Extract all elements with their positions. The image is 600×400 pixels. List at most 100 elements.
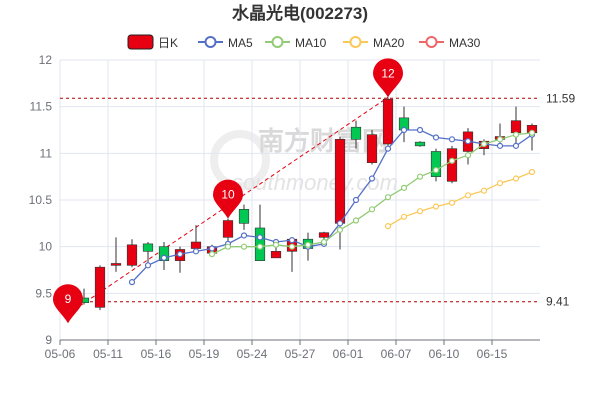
x-tick-label: 06-07	[381, 347, 412, 361]
reference-label: 11.59	[546, 91, 575, 105]
legend-label: 日K	[158, 36, 178, 50]
x-tick-label: 06-01	[333, 347, 364, 361]
trend-line	[67, 96, 389, 315]
candle	[270, 246, 282, 259]
ma5-point	[432, 134, 440, 141]
ma5-point	[208, 245, 216, 252]
candle-body	[270, 251, 282, 259]
ma10-point	[304, 241, 312, 248]
candle	[398, 106, 410, 143]
pin-marker: 10	[213, 179, 243, 219]
candle	[366, 130, 378, 165]
candle-body	[446, 148, 458, 182]
candle	[126, 239, 138, 268]
ma10-point	[320, 238, 328, 246]
candle-body	[414, 141, 426, 147]
ma20-point	[416, 208, 424, 215]
ma10-point	[336, 226, 344, 233]
pin-label: 12	[381, 66, 395, 80]
y-tick-label: 11	[40, 146, 53, 160]
candle-body	[350, 126, 362, 140]
ma20-point	[432, 203, 440, 210]
ma5-point	[144, 262, 152, 269]
pin-marker: 12	[373, 58, 403, 98]
candle-body	[126, 244, 138, 266]
ma5-point	[176, 251, 184, 258]
x-tick-label: 06-10	[429, 347, 460, 361]
pin-label: 10	[221, 188, 235, 202]
candle-body	[366, 134, 378, 163]
legend-label: MA30	[449, 36, 481, 50]
ma10-point	[480, 140, 488, 148]
candle	[446, 145, 458, 184]
chart-title: 水晶光电(002273)	[232, 3, 368, 23]
candle-body	[94, 266, 106, 308]
ma20-point	[480, 187, 488, 194]
ma10-point	[528, 129, 536, 136]
x-tick-label: 06-15	[477, 347, 508, 361]
y-tick-label: 12	[39, 53, 53, 67]
candle-body	[318, 232, 330, 238]
candle	[142, 242, 154, 266]
x-tick-label: 05-06	[45, 347, 76, 361]
candle	[462, 128, 474, 165]
legend-marker	[349, 36, 362, 48]
ma5-point	[352, 196, 360, 204]
reference-lines: 11.59 9.41	[60, 91, 575, 309]
pin-shape	[373, 58, 403, 98]
candle-body	[430, 151, 442, 177]
candle-body	[510, 120, 522, 134]
legend-label: MA5	[228, 36, 253, 50]
ma5-point	[256, 234, 264, 241]
reference-label: 9.41	[546, 295, 570, 309]
candle-body	[238, 209, 250, 224]
x-tick-label: 05-11	[93, 347, 123, 361]
ma10-point	[288, 243, 296, 250]
legend-label: MA20	[373, 36, 405, 50]
ma20-line	[387, 171, 533, 227]
candle-body	[142, 243, 154, 252]
ma5-point	[160, 254, 168, 261]
legend-item-ma5[interactable]: MA5	[198, 36, 253, 50]
ma10-point	[256, 243, 264, 250]
candle	[318, 231, 330, 241]
candle	[174, 246, 186, 273]
ma5-point	[496, 142, 504, 149]
ma20-point	[448, 199, 456, 206]
ma5-point	[128, 279, 136, 286]
x-tick-label: 05-16	[141, 347, 172, 361]
ma5-point	[416, 126, 424, 134]
candle	[430, 148, 442, 182]
ma5-point	[192, 248, 200, 255]
ma5-point	[448, 136, 456, 143]
candle-body	[222, 220, 234, 238]
candle-body	[110, 263, 122, 266]
candle-body	[382, 98, 394, 145]
grid	[59, 59, 540, 341]
ma20-point	[384, 223, 392, 230]
ma10-point	[512, 131, 520, 138]
candle	[222, 218, 234, 242]
ma10-point	[384, 194, 392, 201]
ma10-point	[368, 206, 376, 213]
ma10-point	[400, 184, 408, 191]
x-axis: 05-06 05-11 05-16 05-19 05-24 05-27 06-01 06-07…	[45, 339, 540, 361]
ma10-point	[352, 217, 360, 224]
legend[interactable]: 日K MA5 MA10 MA20 MA30	[127, 34, 481, 50]
y-tick-label: 10	[39, 240, 53, 254]
legend-item-ma10[interactable]: MA10	[265, 36, 327, 50]
candle	[254, 204, 266, 261]
pin-shape	[213, 179, 243, 219]
ma10-point	[224, 243, 232, 250]
candle	[510, 106, 522, 144]
legend-item-ma30[interactable]: MA30	[419, 36, 481, 50]
y-axis: 9 9.5 10 10.5 11 11.5 12	[29, 53, 53, 347]
legend-item-ma20[interactable]: MA20	[343, 36, 405, 50]
candle	[110, 237, 122, 272]
ma10-point	[240, 243, 248, 250]
legend-marker	[271, 36, 284, 48]
ma5-point	[240, 232, 248, 239]
legend-item-日k[interactable]: 日K	[127, 34, 178, 50]
ma20-point	[528, 168, 536, 176]
